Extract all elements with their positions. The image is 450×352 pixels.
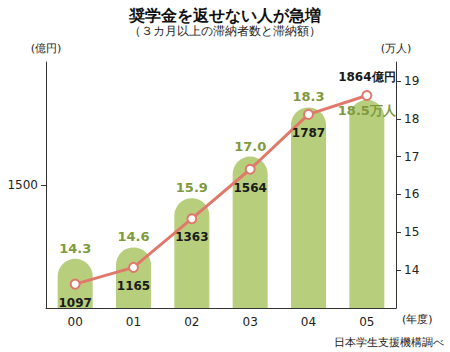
svg-text:00: 00 [68,315,83,329]
svg-text:04: 04 [301,315,316,329]
svg-text:14.3: 14.3 [59,241,91,256]
svg-text:18.5万人: 18.5万人 [338,103,397,118]
svg-text:1097: 1097 [58,296,91,310]
svg-text:16: 16 [404,187,419,201]
svg-text:02: 02 [184,315,199,329]
svg-text:(億円): (億円) [31,42,62,55]
svg-text:19: 19 [404,74,419,88]
svg-text:1864億円: 1864億円 [338,70,395,84]
svg-text:18: 18 [404,112,419,126]
svg-text:1787: 1787 [292,126,325,140]
svg-text:1564: 1564 [233,181,266,195]
svg-text:17: 17 [404,150,419,164]
svg-text:03: 03 [243,315,258,329]
svg-text:1165: 1165 [117,279,150,293]
svg-text:日本学生支援機構調べ: 日本学生支援機構調べ [334,336,444,349]
svg-text:（３カ月以上の滞納者数と滞納額）: （３カ月以上の滞納者数と滞納額） [129,24,321,38]
svg-text:18.3: 18.3 [292,89,324,104]
svg-text:奨学金を返せない人が急増: 奨学金を返せない人が急増 [128,6,321,25]
svg-text:01: 01 [126,315,141,329]
svg-text:15: 15 [404,225,419,239]
svg-text:17.0: 17.0 [234,139,266,154]
svg-text:15.9: 15.9 [176,180,208,195]
svg-text:(年度): (年度) [402,313,433,326]
svg-text:14.6: 14.6 [117,229,149,244]
svg-text:(万人): (万人) [381,42,412,55]
svg-text:14: 14 [404,263,419,277]
svg-text:1363: 1363 [175,230,208,244]
svg-text:1500: 1500 [7,178,38,192]
svg-text:05: 05 [359,315,374,329]
